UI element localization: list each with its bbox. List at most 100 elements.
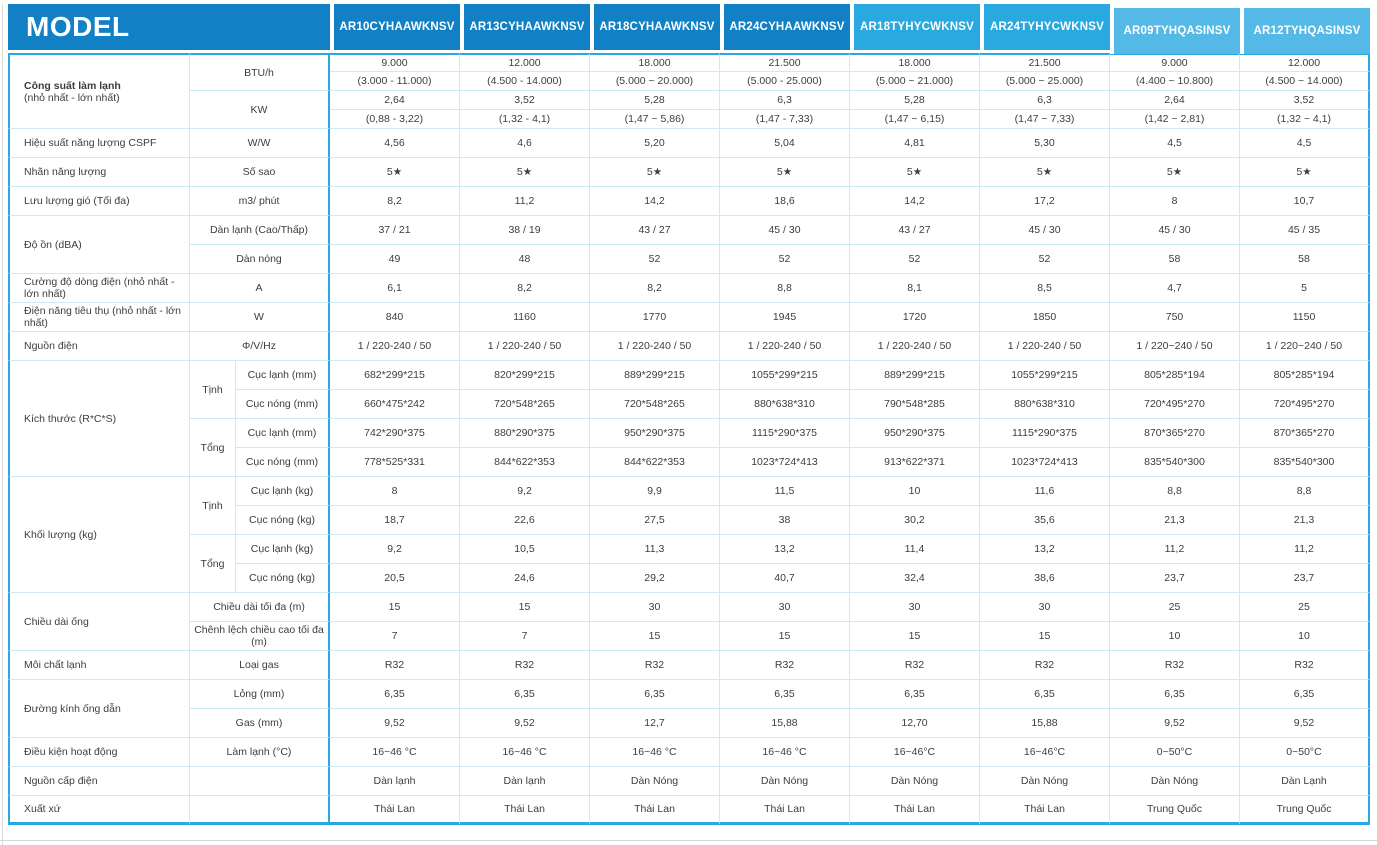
spec-value-cell: 16~46°C (850, 738, 980, 767)
spec-value-cell: 8,8 (720, 274, 850, 303)
spec-value-cell: 11,2 (460, 187, 590, 216)
spec-value-cell: 11,3 (590, 535, 720, 564)
unit-cell-operating: Làm lạnh (°C) (190, 738, 330, 767)
spec-value-cell: 4,5 (1240, 129, 1370, 158)
spec-value-cell: 9,52 (330, 709, 460, 738)
spec-value-cell: 1770 (590, 303, 720, 332)
spec-value-cell: 1 / 220-240 / 50 (330, 332, 460, 361)
spec-value-cell: 4,56 (330, 129, 460, 158)
table-header: MODEL AR10CYHAAWKNSV AR13CYHAAWKNSV AR18… (8, 4, 1370, 54)
spec-value-cell: 58 (1240, 245, 1370, 274)
spec-value-cell: 1720 (850, 303, 980, 332)
spec-value-cell: 1055*299*215 (980, 361, 1110, 390)
spec-value-cell: Trung Quốc (1110, 796, 1240, 825)
spec-value-cell: R32 (720, 651, 850, 680)
row-pipe-max-height: Chênh lệch chiều cao tối đa (m) 7 7 15 15 15… (8, 622, 1370, 651)
spec-value-cell: 30 (980, 593, 1110, 622)
spec-value-cell: 5,04 (720, 129, 850, 158)
spec-value-cell: 6,35 (980, 680, 1110, 709)
spec-value-cell: Dàn Nóng (980, 767, 1110, 796)
spec-value-cell: 6,35 (590, 680, 720, 709)
spec-value-cell: 30 (850, 593, 980, 622)
spec-value-cell: 32,4 (850, 564, 980, 593)
unit-cell-weight-gross-outdoor: Cục nóng (kg) (236, 564, 330, 593)
spec-value-cell: 720*495*270 (1110, 390, 1240, 419)
spec-value-cell: 8,5 (980, 274, 1110, 303)
spec-value-cell: 4,5 (1110, 129, 1240, 158)
spec-value-cell: 18,7 (330, 506, 460, 535)
row-weight-gross-outdoor: Cục nóng (kg) 20,5 24,6 29,2 40,7 32,4 38,6 23… (8, 564, 1370, 593)
spec-value-cell: 889*299*215 (590, 361, 720, 390)
spec-value-cell: 1160 (460, 303, 590, 332)
spec-value-cell: 52 (850, 245, 980, 274)
spec-value-cell: (4.500 - 14.000) (460, 72, 590, 91)
spec-value-cell: Trung Quốc (1240, 796, 1370, 825)
model-column-header: AR12TYHQASINSV (1240, 8, 1370, 54)
spec-value-cell: 52 (980, 245, 1110, 274)
spec-value-cell: 835*540*300 (1240, 448, 1370, 477)
unit-cell-kw: KW (190, 91, 330, 129)
spec-value-cell: 6,3 (720, 91, 850, 110)
spec-value-cell: (1,32 - 4,1) (460, 110, 590, 129)
spec-value-cell: 58 (1110, 245, 1240, 274)
spec-value-cell: 1055*299*215 (720, 361, 850, 390)
row-capacity-kw-value: KW 2,64 3,52 5,28 6,3 5,28 6,3 2,64 3,52 (8, 91, 1370, 129)
spec-value-cell: 9,9 (590, 477, 720, 506)
row-label-refrigerant: Môi chất lạnh (8, 651, 190, 680)
spec-value-cell: 5,28 (590, 91, 720, 110)
spec-value-cell: 37 / 21 (330, 216, 460, 245)
row-pipe-gas: Gas (mm) 9,52 9,52 12,7 15,88 12,70 15,88 9,52… (8, 709, 1370, 738)
spec-value-cell: 11,2 (1110, 535, 1240, 564)
spec-value-cell: 18,6 (720, 187, 850, 216)
spec-value-cell: 43 / 27 (850, 216, 980, 245)
unit-cell-power: W (190, 303, 330, 332)
spec-value-cell: 720*548*265 (460, 390, 590, 419)
spec-value-cell: 835*540*300 (1110, 448, 1240, 477)
spec-value-cell: 15 (980, 622, 1110, 651)
spec-value-cell: R32 (590, 651, 720, 680)
spec-value-cell: 1115*290*375 (720, 419, 850, 448)
model-column-header: AR18TYHYCWKNSV (850, 4, 980, 50)
spec-value-cell: 5,28 (850, 91, 980, 110)
spec-value-cell: 9,52 (1240, 709, 1370, 738)
spec-value-cell: 45 / 30 (980, 216, 1110, 245)
spec-value-cell: 16~46°C (980, 738, 1110, 767)
spec-value-cell: 913*622*371 (850, 448, 980, 477)
spec-value-cell: 805*285*194 (1110, 361, 1240, 390)
row-pipe-liquid: Đường kính ống dẫn Lỏng (mm) 6,35 6,35 6,3… (8, 680, 1370, 738)
spec-value-cell: 25 (1110, 593, 1240, 622)
spec-value-cell: 11,5 (720, 477, 850, 506)
spec-value-cell: Dàn Nóng (1110, 767, 1240, 796)
spec-value-cell: 38,6 (980, 564, 1110, 593)
row-label-power-supply: Nguồn điện (8, 332, 190, 361)
model-column-header: AR10CYHAAWKNSV (330, 4, 460, 50)
spec-value-cell: 8 (1110, 187, 1240, 216)
unit-cell-dim-gross-outdoor: Cục nóng (mm) (236, 448, 330, 477)
spec-value-cell: 22,6 (460, 506, 590, 535)
spec-value-cell: 18.000 (590, 53, 720, 72)
model-column-header: AR18CYHAAWKNSV (590, 4, 720, 50)
spec-value-cell: 9,2 (460, 477, 590, 506)
row-label-energy-label: Nhãn năng lượng (8, 158, 190, 187)
spec-value-cell: Thái Lan (720, 796, 850, 825)
unit-cell-pipe-max-length: Chiều dài tối đa (m) (190, 593, 330, 622)
row-label-cspf: Hiệu suất năng lượng CSPF (8, 129, 190, 158)
row-dim-gross-outdoor: Cục nóng (mm) 778*525*331 844*622*353 844*… (8, 448, 1370, 477)
row-label-power: Điện năng tiêu thụ (nhỏ nhất - lớn nhất) (8, 303, 190, 332)
row-dim-gross-indoor: Tổng Cục lạnh (mm) 742*290*375 880*290*37… (8, 419, 1370, 477)
spec-value-cell: 23,7 (1240, 564, 1370, 593)
spec-value-cell: 1 / 220-240 / 50 (590, 332, 720, 361)
spec-value-cell: 15 (330, 593, 460, 622)
unit-cell-weight-net-indoor: Cục lạnh (kg) (236, 477, 330, 506)
spec-value-cell: 840 (330, 303, 460, 332)
spec-value-cell: 870*365*270 (1240, 419, 1370, 448)
spec-value-cell: 15 (590, 622, 720, 651)
row-origin: Xuất xứ Thái Lan Thái Lan Thái Lan Thái Lan… (8, 796, 1370, 825)
spec-value-cell: 16~46 °C (330, 738, 460, 767)
spec-value-cell: 29,2 (590, 564, 720, 593)
spec-value-cell: 1850 (980, 303, 1110, 332)
row-pipe-max-length: Chiều dài ống Chiều dài tối đa (m) 15 15 3… (8, 593, 1370, 651)
spec-value-cell: 8 (330, 477, 460, 506)
spec-value-cell: 45 / 30 (1110, 216, 1240, 245)
unit-cell-weight-net-outdoor: Cục nóng (kg) (236, 506, 330, 535)
